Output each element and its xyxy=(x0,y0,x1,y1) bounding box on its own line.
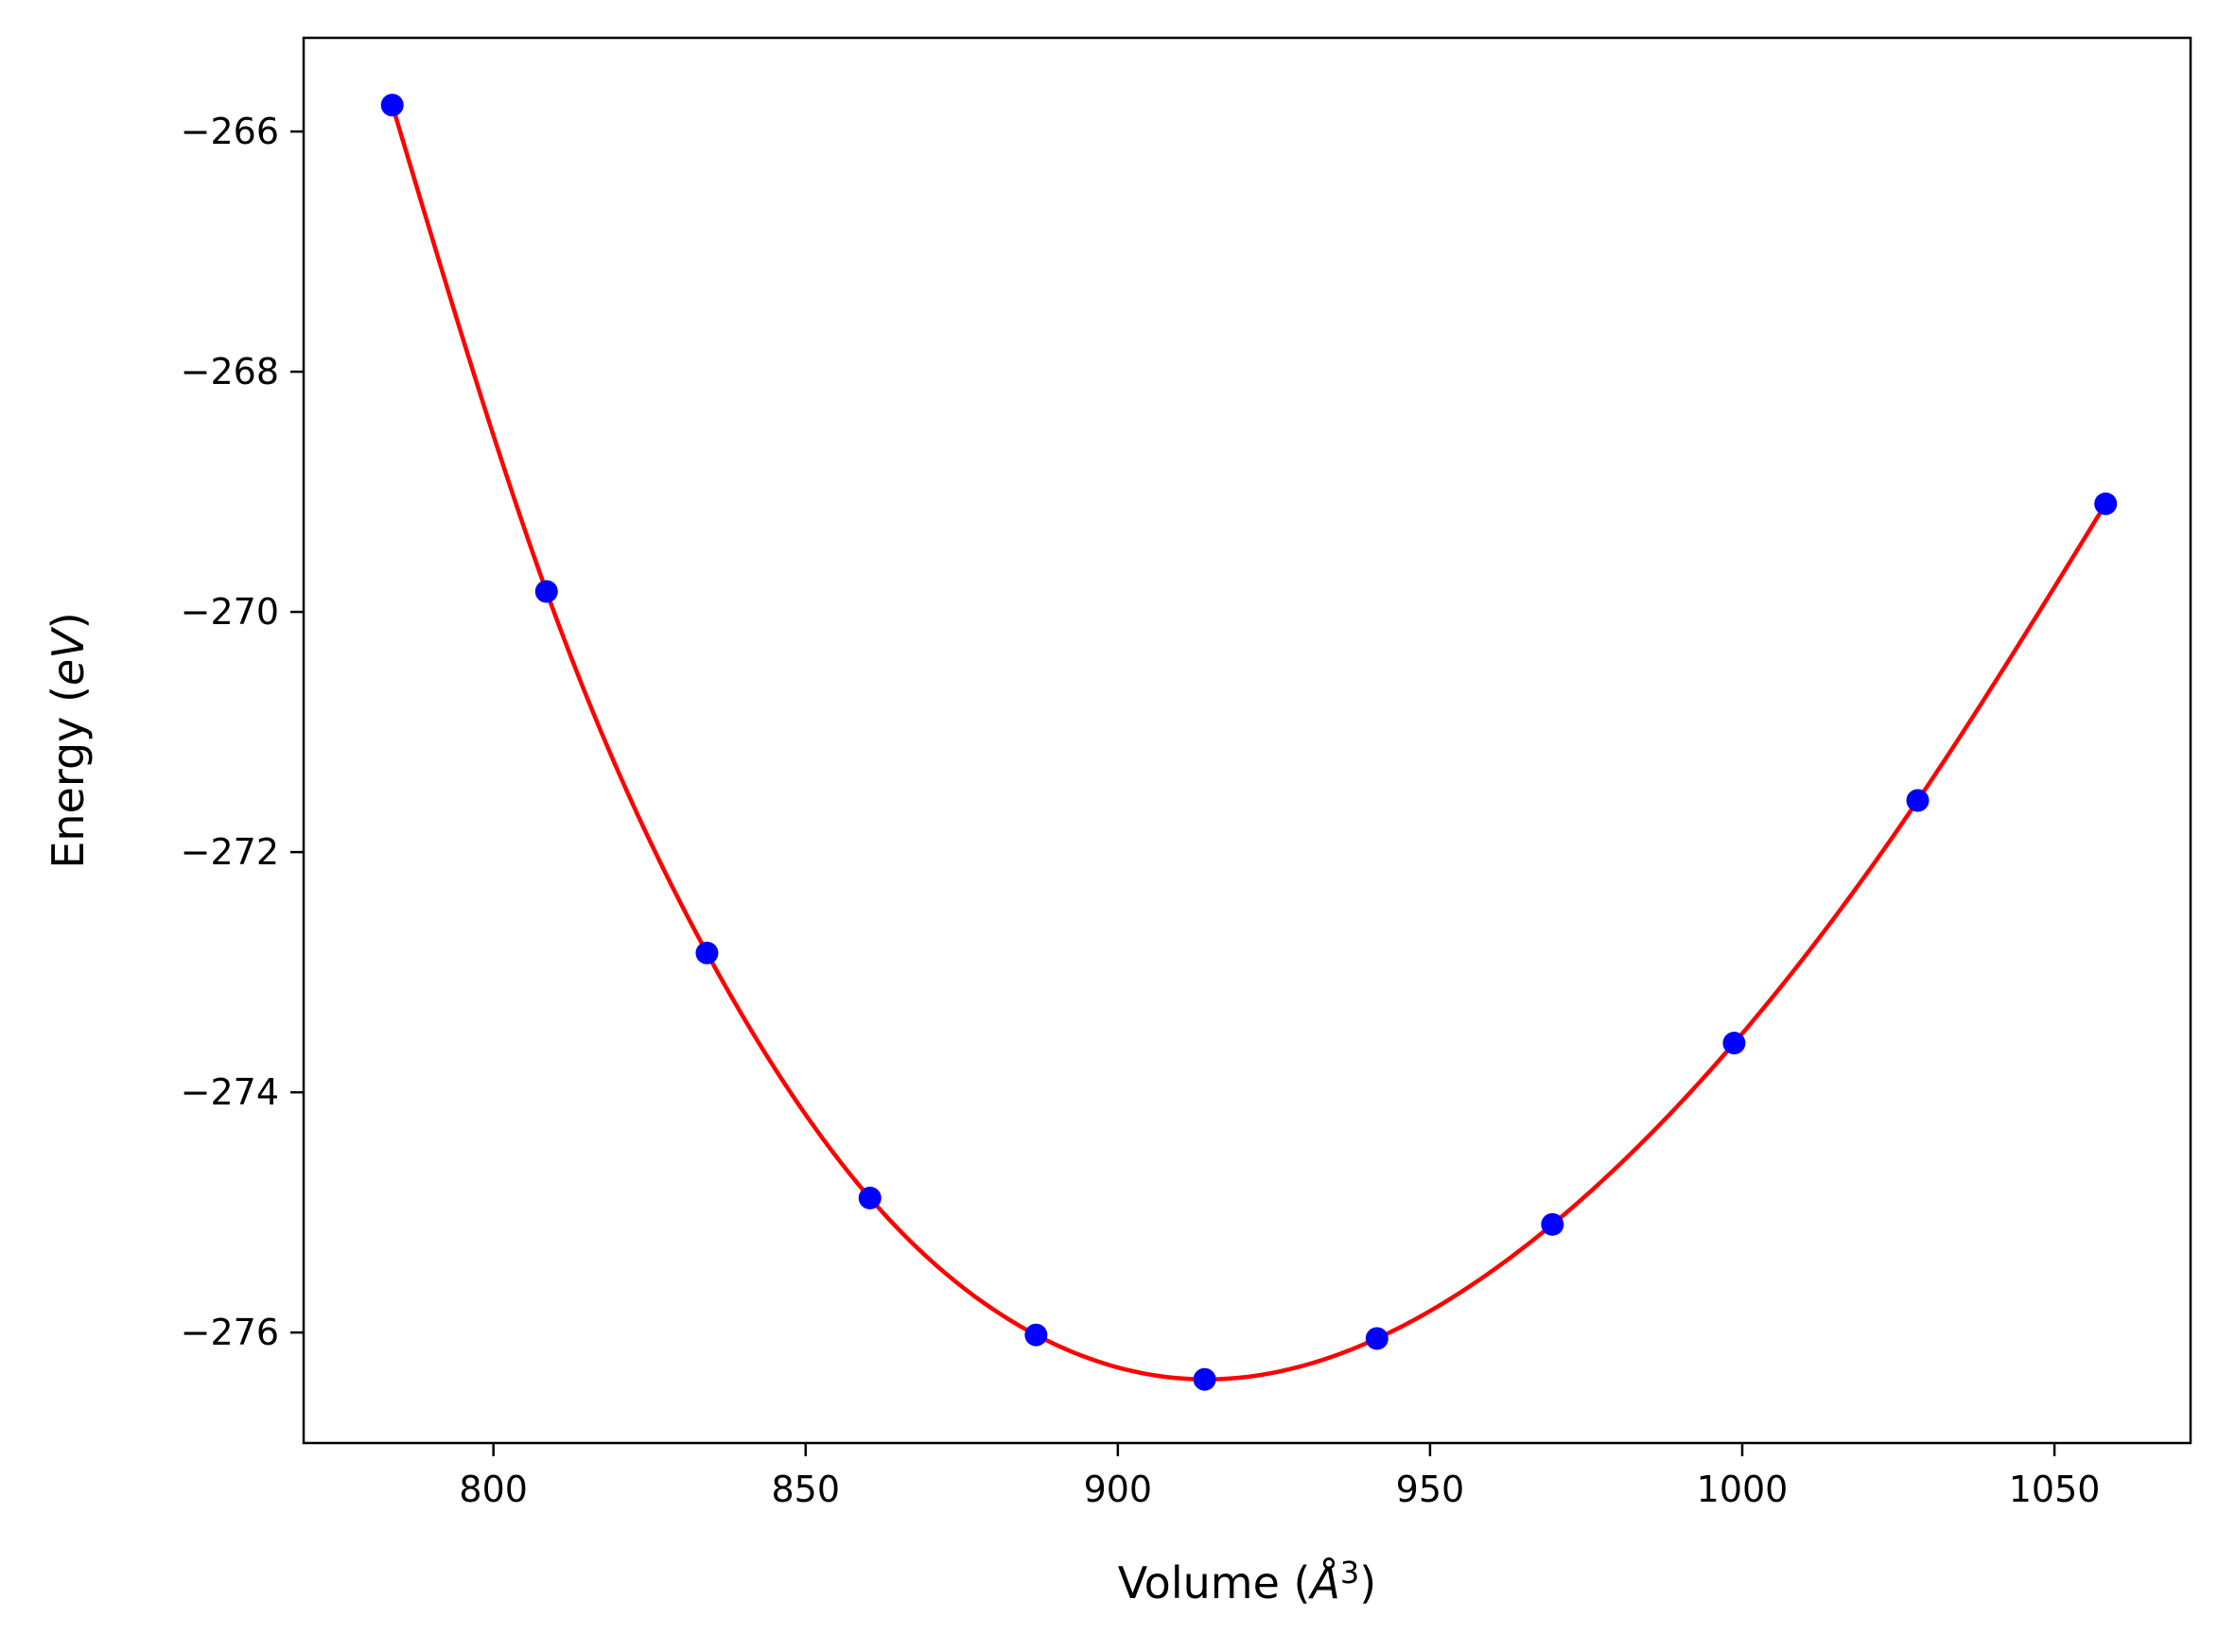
x-axis-ticks: 800 850 900 950 1000 1050 xyxy=(459,1443,2100,1510)
y-tick-label: −270 xyxy=(181,591,279,633)
data-point xyxy=(380,94,404,117)
data-point xyxy=(534,580,558,603)
data-point xyxy=(858,1186,882,1209)
data-point xyxy=(1365,1327,1388,1350)
plot-area xyxy=(304,38,2191,1443)
x-axis-label: Volume (Å3) xyxy=(1118,1555,1376,1609)
y-tick-label: −268 xyxy=(181,351,279,392)
data-point xyxy=(1024,1323,1048,1347)
data-point xyxy=(1541,1212,1564,1236)
x-tick-label: 900 xyxy=(1084,1469,1153,1510)
data-point xyxy=(2094,492,2118,515)
data-point xyxy=(1906,789,1930,812)
x-tick-label: 950 xyxy=(1396,1469,1465,1510)
data-point xyxy=(695,941,719,965)
data-point xyxy=(1722,1032,1746,1055)
x-tick-label: 1050 xyxy=(2009,1469,2101,1510)
fit-curve-layer xyxy=(390,102,2108,1382)
y-tick-label: −266 xyxy=(181,111,279,152)
y-axis-label: Energy (eV) xyxy=(43,612,94,868)
x-tick-label: 1000 xyxy=(1697,1469,1789,1510)
axes-frame xyxy=(302,36,2192,1445)
y-axis-ticks: −266 −268 −270 −272 −274 −276 xyxy=(181,111,304,1353)
fit-curve xyxy=(390,102,2108,1382)
data-point-layer xyxy=(380,94,2118,1391)
x-tick-label: 800 xyxy=(459,1469,528,1510)
y-tick-label: −274 xyxy=(181,1071,279,1113)
data-point xyxy=(1193,1367,1216,1391)
x-tick-label: 850 xyxy=(772,1469,841,1510)
y-tick-label: −272 xyxy=(181,831,279,873)
y-tick-label: −276 xyxy=(181,1312,279,1353)
